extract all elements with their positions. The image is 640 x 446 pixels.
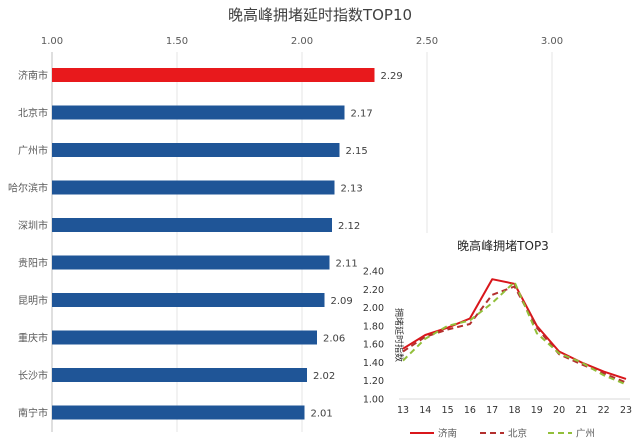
- bar: [52, 293, 325, 307]
- bar: [52, 218, 332, 232]
- line-chart-inset: 晚高峰拥堵TOP3 1.00 1.20 1.40 1.60 1.80 2.00 2.20 2.…: [362, 233, 640, 441]
- line-x-tick-label: 16: [464, 405, 476, 416]
- bar: [52, 330, 317, 345]
- line-x-tick-label: 23: [620, 405, 632, 416]
- line-y-tick-label: 2.20: [363, 285, 384, 296]
- line-chart-series: [402, 278, 627, 386]
- line-x-tick-label: 20: [553, 405, 565, 416]
- bar-value-label: 2.13: [341, 184, 363, 195]
- bar-category-label: 南宁市: [18, 407, 48, 420]
- line-y-axis-title: 拥堵延时指数: [393, 308, 405, 362]
- bar-value-label: 2.09: [331, 296, 353, 307]
- bar-category-label: 广州市: [18, 144, 48, 157]
- bar-x-tick-label: 3.00: [541, 36, 563, 47]
- bar-category-label: 长沙市: [18, 369, 48, 382]
- line-legend-label: 广州: [576, 428, 595, 440]
- line-chart-x-axis: 13 14 15 16 17 18 19 20 21 22 23: [397, 398, 632, 416]
- line-x-tick-label: 17: [486, 405, 498, 416]
- line-x-tick-label: 18: [508, 405, 520, 416]
- line-y-tick-label: 2.00: [363, 303, 384, 314]
- bar-category-label: 重庆市: [18, 332, 48, 345]
- line-y-tick-label: 1.40: [363, 358, 384, 369]
- line-y-tick-label: 1.00: [363, 395, 384, 406]
- bar-value-label: 2.12: [338, 221, 360, 232]
- bar: [52, 143, 340, 157]
- line-x-tick-label: 21: [575, 405, 587, 416]
- line-y-tick-label: 1.60: [363, 340, 384, 351]
- line-x-tick-label: 19: [531, 405, 543, 416]
- line-x-tick-label: 15: [442, 405, 454, 416]
- bar-category-label: 济南市: [18, 69, 48, 82]
- line-series-path: [402, 285, 627, 384]
- bar-category-label: 北京市: [18, 107, 48, 120]
- line-y-tick-label: 1.20: [363, 376, 384, 387]
- bar-category-label: 深圳市: [18, 219, 48, 232]
- line-x-tick-label: 22: [598, 405, 610, 416]
- bar: [52, 255, 330, 270]
- bar-category-label: 哈尔滨市: [8, 182, 48, 195]
- bar-category-label: 昆明市: [18, 294, 48, 307]
- line-x-tick-label: 13: [397, 405, 409, 416]
- bar-value-label: 2.17: [351, 109, 373, 120]
- bar-x-tick-label: 1.00: [41, 36, 63, 47]
- bar: [52, 180, 335, 195]
- line-chart-title: 晚高峰拥堵TOP3: [457, 238, 549, 253]
- line-x-tick-label: 14: [419, 405, 431, 416]
- bar-chart-x-axis: 1.00 1.50 2.00 2.50 3.00: [41, 36, 563, 47]
- bar-x-tick-label: 2.00: [291, 36, 313, 47]
- line-chart-legend: 济南 北京 广州: [410, 428, 595, 440]
- bar-x-tick-label: 1.50: [166, 36, 188, 47]
- bar-chart-title: 晚高峰拥堵延时指数TOP10: [228, 6, 412, 24]
- bar-value-label: 2.06: [323, 334, 345, 345]
- bar-value-label: 2.11: [336, 259, 358, 270]
- line-y-tick-label: 1.80: [363, 321, 384, 332]
- bar-x-tick-label: 2.50: [416, 36, 438, 47]
- line-legend-label: 北京: [508, 428, 527, 440]
- line-legend-label: 济南: [438, 428, 457, 440]
- bar: [52, 368, 307, 382]
- bar: [52, 105, 345, 120]
- bar: [52, 405, 305, 420]
- bar-value-label: 2.29: [381, 71, 403, 82]
- line-y-tick-label: 2.40: [363, 267, 384, 278]
- bar: [52, 68, 375, 82]
- line-chart-background: [362, 233, 640, 441]
- line-chart-y-axis: 1.00 1.20 1.40 1.60 1.80 2.00 2.20 2.40 拥堵延时指数: [363, 267, 405, 406]
- bar-category-label: 贵阳市: [18, 257, 48, 270]
- bar-chart-bars: [52, 68, 375, 420]
- bar-value-label: 2.15: [346, 146, 368, 157]
- bar-chart-value-labels: 2.29 2.17 2.15 2.13 2.12 2.11 2.09 2.06 2.02 2.01: [311, 71, 403, 420]
- bar-value-label: 2.02: [313, 371, 335, 382]
- bar-value-label: 2.01: [311, 409, 333, 420]
